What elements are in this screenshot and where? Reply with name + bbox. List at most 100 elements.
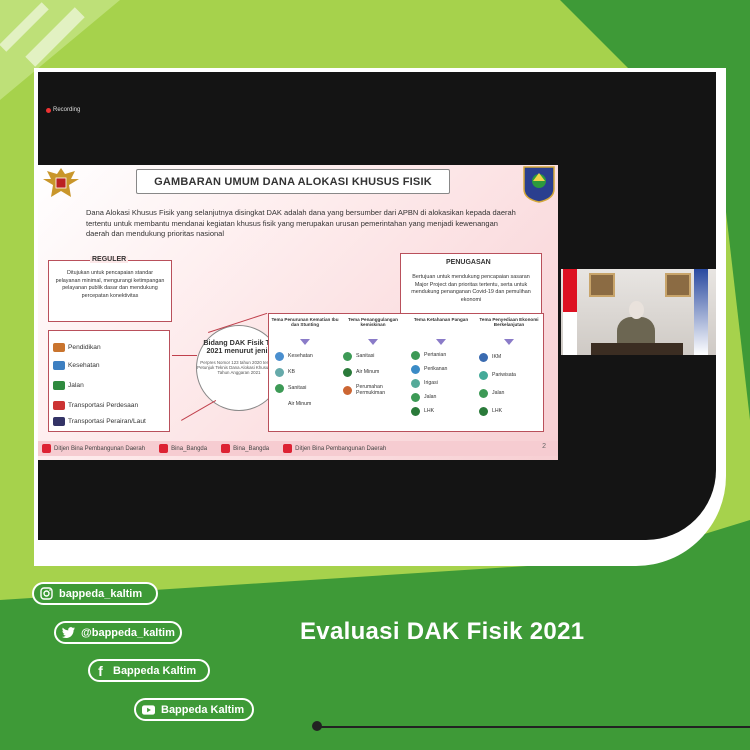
reguler-box: Ditujukan untuk pencapaian standar pelay… [48,260,172,322]
footer-instagram: Bina_Bangda [221,444,269,453]
list-item: Kesehatan [271,348,339,364]
list-item: Sanitasi [271,380,339,396]
hospital-icon [53,361,65,370]
instagram-pill[interactable]: bappeda_kaltim [32,582,158,605]
reguler-list: Pendidikan Kesehatan Jalan Transportasi … [48,330,170,432]
slide-intro-text: Dana Alokasi Khusus Fisik yang selanjutn… [86,208,516,238]
list-item: IKM [475,348,543,366]
recording-label: Recording [53,107,81,113]
health-icon [275,351,284,361]
irrigation-icon [411,378,420,388]
industry-icon [479,352,488,362]
bidang-note: Perpres Nomor 123 tahun 2020 tentang Pet… [197,360,281,376]
participant-head [629,301,644,319]
list-item: Jalan [407,390,475,404]
list-item: KB [271,364,339,380]
facebook-pill[interactable]: f Bappeda Kaltim [88,659,210,682]
fish-icon [411,364,420,374]
garuda-emblem-icon [43,168,79,197]
divider-line [318,726,750,728]
portrait-frame-icon [589,273,615,297]
list-item: Transportasi Perairan/Laut [53,417,146,426]
list-item: Pendidikan [53,343,101,352]
list-item: Pariwisata [475,366,543,384]
flag-icon [694,269,708,355]
down-arrow-icon [368,339,378,345]
water-icon [275,399,284,409]
twitter-icon [159,444,169,453]
facebook-name: Bappeda Kaltim [113,664,197,677]
meeting-screen: Recording GAMBARAN UMUM DANA ALOKASI KHU… [38,72,716,540]
connector-line [172,355,197,357]
shared-slide: GAMBARAN UMUM DANA ALOKASI KHUSUS FISIK … [38,165,558,460]
penugasan-title: PENUGASAN [446,259,491,266]
slide-page-number: 2 [542,443,546,450]
facebook-icon: f [98,662,103,679]
footer-twitter: Bina_Bangda [159,444,207,453]
road-icon [479,388,488,398]
water-icon [343,367,352,377]
youtube-icon [42,444,51,453]
down-arrow-icon [436,339,446,345]
slide-footer: Ditjen Bina Pembangunan Daerah Bina_Bang… [38,441,558,456]
desk [591,343,683,355]
list-item: Air Minum [339,364,407,380]
list-item: Perumahan Permukiman [339,380,407,400]
twitter-handle: @bappeda_kaltim [81,626,175,639]
ship-icon [53,417,65,426]
list-item: Jalan [53,381,84,390]
road-icon [411,392,420,402]
forest-icon [479,406,488,416]
tema-box: Tema Penurunan Kematian Ibu dan Stunting… [268,313,544,432]
list-item: LHK [475,402,543,420]
forest-icon [411,406,420,416]
tema-heading: Tema Penanggulangan kemiskinan [348,317,398,328]
instagram-icon [40,587,53,600]
facebook-icon [283,444,293,453]
instagram-handle: bappeda_kaltim [59,587,143,600]
divider-dot [312,721,322,731]
portrait-frame-icon [665,273,691,297]
tema-column: Tema Penyediaan Ekonomi Berkelanjutan IK… [475,317,543,420]
slide-title: GAMBARAN UMUM DANA ALOKASI KHUSUS FISIK [136,169,450,194]
twitter-pill[interactable]: @bappeda_kaltim [54,621,182,644]
tema-heading: Tema Penurunan Kematian Ibu dan Stunting [271,317,339,328]
list-item: Kesehatan [53,361,100,370]
connector-line [181,400,217,422]
list-item: Sanitasi [339,348,407,364]
footer-facebook: Ditjen Bina Pembangunan Daerah [283,444,386,453]
list-item: LHK [407,404,475,418]
tema-column: Tema Ketahanan Pangan Pertanian Perikana… [407,317,475,418]
list-item: Air Minum [271,396,339,412]
tourism-icon [479,370,488,380]
youtube-icon [142,703,155,716]
down-arrow-icon [504,339,514,345]
agriculture-icon [411,350,420,360]
recording-indicator: Recording [46,107,80,113]
tema-column: Tema Penurunan Kematian Ibu dan Stunting… [271,317,339,412]
bus-icon [53,401,65,410]
house-icon [343,385,352,395]
footer-youtube: Ditjen Bina Pembangunan Daerah [42,444,145,453]
tema-heading: Tema Ketahanan Pangan [413,317,469,322]
family-icon [275,367,284,377]
school-icon [53,343,65,352]
road-icon [53,381,65,390]
list-item: Perikanan [407,362,475,376]
down-arrow-icon [300,339,310,345]
reguler-title: REGULER [90,256,129,263]
youtube-pill[interactable]: Bappeda Kaltim [134,698,254,721]
tema-heading: Tema Penyediaan Ekonomi Berkelanjutan [479,317,539,328]
kemendagri-logo-icon [523,166,555,203]
participant-video-tile[interactable] [561,269,716,355]
list-item: Irigasi [407,376,475,390]
list-item: Jalan [475,384,543,402]
recording-dot-icon [46,107,51,113]
list-item: Transportasi Perdesaan [53,401,138,410]
sanitation-icon [343,351,352,361]
youtube-name: Bappeda Kaltim [161,703,245,716]
flag-icon [563,269,577,355]
penugasan-text: Bertujuan untuk mendukung pencapaian sas… [411,274,531,303]
reguler-text: Ditujukan untuk pencapaian standar pelay… [55,270,165,299]
list-item: Pertanian [407,348,475,362]
